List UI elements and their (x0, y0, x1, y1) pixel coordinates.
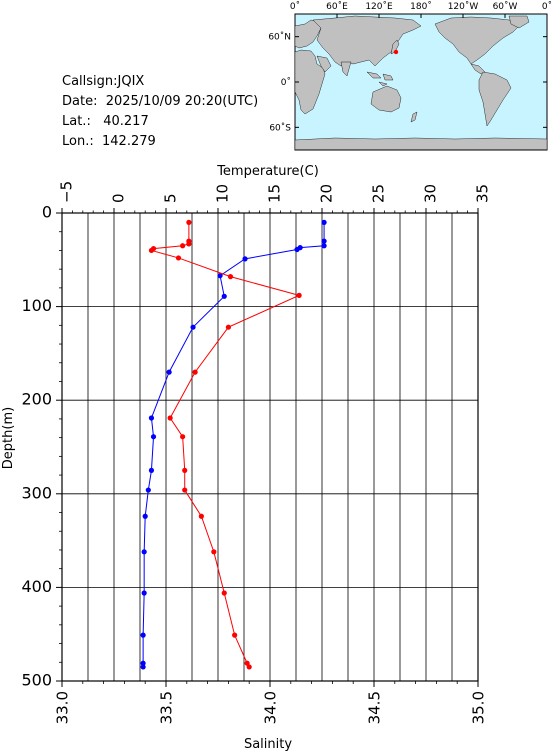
lat-row: Lat.: 40.217 (62, 112, 258, 132)
temperature-tick-label: 35 (474, 184, 492, 203)
salinity-data-point (180, 243, 186, 249)
lat-value: 40.217 (103, 114, 149, 129)
salinity-data-point (148, 247, 155, 254)
salinity-tick-label: 33.0 (54, 691, 72, 724)
temperature-data-point (148, 415, 155, 421)
salinity-data-point (198, 513, 204, 519)
temperature-data-point (217, 273, 223, 279)
salinity-data-point (221, 590, 227, 596)
temperature-data-point (166, 369, 172, 375)
map-land (294, 15, 548, 151)
temperature-data-point (140, 632, 146, 638)
depth-tick-label: 200 (21, 390, 52, 409)
temperature-data-point (321, 238, 327, 244)
depth-tick-label: 0 (42, 203, 52, 222)
map-lon-label: 120˚W (448, 1, 479, 12)
salinity-data-point (167, 415, 173, 421)
map-lat-labels: 60˚N 0˚ 60˚S (268, 32, 547, 133)
salinity-data-point (296, 292, 302, 298)
salinity-data-point (232, 632, 238, 638)
station-info: Callsign:JQIX Date: 2025/10/09 20:20(UTC… (62, 72, 258, 152)
temperature-data-point (142, 513, 148, 519)
series-layer (140, 219, 327, 670)
lon-label: Lon.: (62, 134, 94, 149)
lon-row: Lon.: 142.279 (62, 132, 258, 152)
salinity-tick-label: 35.0 (470, 691, 488, 724)
salinity-profile-line (150, 222, 301, 668)
salinity-axis-label: Salinity (244, 737, 292, 751)
temperature-data-point (145, 487, 151, 493)
lon-value: 142.279 (102, 134, 156, 149)
salinity-data-point (211, 549, 217, 555)
salinity-data-point (180, 434, 186, 440)
temperature-data-point (141, 590, 147, 596)
temperature-tick-label: 15 (266, 184, 284, 203)
chart-grid (62, 213, 478, 681)
salinity-tick-label: 34.0 (262, 691, 280, 724)
temperature-axis: −5 0 5 10 15 20 25 30 35 (58, 181, 492, 213)
map-lon-label: 60˚E (326, 1, 348, 12)
date-row: Date: 2025/10/09 20:20(UTC) (62, 92, 258, 112)
depth-tick-label: 100 (21, 296, 52, 315)
temperature-data-point (141, 549, 147, 555)
lat-label: Lat.: (62, 114, 91, 129)
depth-tick-label: 500 (21, 671, 52, 690)
temperature-data-point (294, 246, 300, 253)
map-lon-label: 0˚ (542, 1, 552, 12)
salinity-tick-label: 33.5 (158, 691, 176, 724)
callsign-text: Callsign:JQIX (62, 74, 145, 89)
depth-axis: 0 100 200 300 400 500 (21, 203, 62, 690)
map-lon-label: 120˚E (365, 1, 393, 12)
temperature-tick-label: −5 (58, 181, 76, 203)
temperature-tick-label: 10 (214, 184, 232, 203)
station-marker (393, 49, 399, 55)
map-lon-label: 60˚W (493, 1, 518, 12)
map-lon-labels: 0˚ 60˚E 120˚E 180˚ 120˚W 60˚W 0˚ (290, 1, 552, 18)
temperature-data-point (221, 293, 227, 299)
map-lat-label: 0˚ (281, 77, 291, 88)
temperature-data-point (190, 324, 196, 330)
salinity-data-point (182, 487, 188, 493)
temperature-tick-label: 0 (110, 193, 128, 203)
temperature-data-point (321, 243, 327, 249)
salinity-data-point (186, 219, 192, 225)
map-lat-label: 60˚S (269, 122, 291, 133)
temperature-tick-label: 5 (162, 193, 180, 203)
date-label: Date: (62, 94, 98, 109)
depth-axis-label: Depth(m) (1, 407, 16, 469)
salinity-data-point (227, 274, 234, 280)
temperature-profile-line (142, 222, 325, 667)
depth-tick-label: 400 (21, 577, 52, 596)
temperature-axis-label: Temperature(C) (216, 164, 319, 179)
temperature-tick-label: 25 (370, 184, 388, 203)
salinity-data-point (192, 369, 198, 375)
temperature-data-point (148, 467, 155, 473)
salinity-tick-label: 34.5 (366, 691, 384, 724)
date-value: 2025/10/09 20:20(UTC) (105, 94, 259, 109)
map-lon-label: 180˚ (410, 1, 432, 12)
temperature-data-point (321, 219, 327, 225)
temperature-tick-label: 20 (318, 184, 336, 203)
salinity-data-point (246, 664, 252, 670)
temperature-tick-label: 30 (422, 184, 440, 203)
salinity-data-point (186, 241, 192, 247)
salinity-data-point (225, 324, 231, 330)
temperature-data-point (242, 256, 248, 262)
salinity-data-point (175, 255, 182, 261)
world-map: 0˚ 60˚E 120˚E 180˚ 120˚W 60˚W 0˚ 60˚N 0˚ 60˚S (268, 1, 552, 151)
map-lon-label: 0˚ (290, 1, 300, 12)
temperature-data-point (140, 664, 146, 670)
salinity-axis: 33.0 33.5 34.0 34.5 35.0 (54, 681, 488, 724)
temperature-data-point (150, 434, 157, 440)
depth-tick-label: 300 (21, 483, 52, 502)
salinity-data-point (182, 467, 188, 473)
temperature-data-point (140, 660, 146, 666)
map-lat-label: 60˚N (268, 32, 291, 43)
